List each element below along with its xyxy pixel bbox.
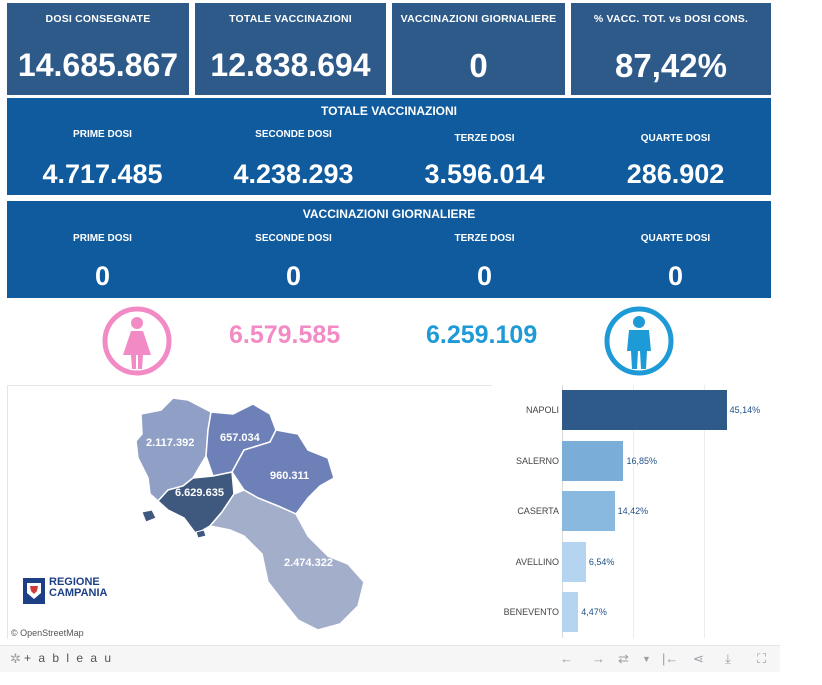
bar-category-label: BENEVENTO	[503, 607, 559, 618]
totale-vaccinazioni-panel: TOTALE VACCINAZIONI PRIME DOSI 4.717.485…	[7, 98, 771, 195]
male-icon	[604, 306, 674, 376]
cell-label: SECONDE DOSI	[255, 129, 332, 140]
kpi-value: 14.685.867	[17, 47, 179, 83]
province-bar-chart: NAPOLI 45,14% SALERNO 16,85% CASERTA 14,42% AV…	[492, 385, 770, 638]
cell-value: 4.238.293	[233, 159, 354, 189]
cell-label: PRIME DOSI	[73, 129, 132, 140]
bar-category-label: CASERTA	[517, 506, 559, 517]
province-avellino	[231, 429, 335, 515]
female-vaccinations-value: 6.579.585	[229, 321, 341, 349]
male-vaccinations-value: 6.259.109	[426, 321, 538, 349]
bar-value-label: 6,54%	[588, 556, 615, 567]
bar-value-label: 14,42%	[617, 506, 649, 517]
bar-value-label: 16,85%	[626, 455, 657, 466]
kpi-vaccinazioni-giornaliere: VACCINAZIONI GIORNALIERE 0	[392, 3, 565, 95]
revert-dropdown-icon[interactable]: ▼	[642, 654, 651, 664]
kpi-label: TOTALE VACCINAZIONI	[229, 13, 352, 25]
undo-icon[interactable]: ←	[560, 651, 573, 666]
grid-line	[633, 385, 634, 638]
cell-value: 0	[285, 261, 302, 291]
download-icon[interactable]: ⤓	[725, 651, 731, 666]
logo-line1: REGIONE	[49, 576, 100, 588]
map-label-napoli: 6.629.635	[175, 487, 224, 499]
female-icon	[102, 306, 172, 376]
cell-label: TERZE DOSI	[454, 133, 515, 144]
tableau-brand[interactable]: + a b l e a u	[24, 651, 114, 665]
bar-category-label: AVELLINO	[515, 556, 559, 567]
bar-value-label: 4,47%	[581, 607, 607, 618]
bar-row-avellino[interactable]: AVELLINO 6,54%	[492, 537, 770, 587]
map-label-avellino: 960.311	[270, 470, 309, 482]
kpi-dosi-consegnate: DOSI CONSEGNATE 14.685.867	[7, 3, 189, 95]
bar-category-label: SALERNO	[515, 455, 559, 466]
cell-value: 286.902	[626, 159, 725, 189]
bar-row-napoli[interactable]: NAPOLI 45,14%	[492, 385, 770, 435]
cell-value: 3.596.014	[424, 159, 545, 189]
province-salerno	[208, 489, 365, 631]
kpi-label: DOSI CONSEGNATE	[45, 13, 151, 25]
bar-category-label: NAPOLI	[525, 405, 559, 415]
bar-value-label: 45,14%	[729, 405, 761, 415]
logo-line2: CAMPANIA	[49, 587, 108, 599]
bar-benevento[interactable]	[562, 592, 579, 633]
osm-attribution[interactable]: © OpenStreetMap	[11, 628, 84, 638]
cell-value: 0	[476, 261, 493, 291]
cell-label: QUARTE DOSI	[640, 233, 711, 244]
regione-campania-logo: REGIONE CAMPANIA	[22, 577, 122, 607]
kpi-value: 87,42%	[615, 47, 727, 84]
island-capri	[195, 529, 207, 539]
tableau-logo-icon[interactable]: ✲	[10, 651, 21, 666]
cell-label: SECONDE DOSI	[255, 233, 332, 244]
map-label-benevento: 657.034	[220, 432, 261, 444]
reset-icon[interactable]: |←	[662, 651, 679, 666]
kpi-label: % VACC. TOT. vs DOSI CONS.	[593, 13, 749, 25]
kpi-value: 12.838.694	[210, 47, 371, 83]
logo-text: REGIONE CAMPANIA	[49, 577, 107, 599]
bar-napoli[interactable]	[562, 390, 727, 430]
bar-row-benevento[interactable]: BENEVENTO 4,47%	[492, 587, 770, 637]
bar-avellino[interactable]	[562, 541, 586, 582]
panel-title: TOTALE VACCINAZIONI	[321, 104, 457, 118]
bar-salerno[interactable]	[562, 440, 624, 481]
island-ischia	[141, 509, 157, 523]
vaccinazioni-giornaliere-panel: VACCINAZIONI GIORNALIERE PRIME DOSI 0 SE…	[7, 201, 771, 298]
map-label-salerno: 2.474.322	[284, 557, 333, 569]
bar-caserta[interactable]	[562, 491, 615, 532]
cell-value: 0	[94, 261, 111, 291]
bar-row-caserta[interactable]: CASERTA 14,42%	[492, 486, 770, 536]
kpi-label: VACCINAZIONI GIORNALIERE	[400, 13, 557, 25]
cell-label: TERZE DOSI	[454, 233, 515, 244]
revert-icon[interactable]: ⇄	[618, 651, 629, 666]
panel-title: VACCINAZIONI GIORNALIERE	[302, 207, 476, 221]
cell-value: 0	[667, 261, 684, 291]
cell-label: QUARTE DOSI	[640, 133, 711, 144]
fullscreen-icon[interactable]: ⛶	[757, 651, 767, 666]
kpi-percent-vacc: % VACC. TOT. vs DOSI CONS. 87,42%	[571, 3, 771, 95]
bar-row-salerno[interactable]: SALERNO 16,85%	[492, 436, 770, 486]
grid-line	[704, 385, 705, 638]
campania-crest-icon	[23, 578, 45, 604]
kpi-totale-vaccinazioni: TOTALE VACCINAZIONI 12.838.694	[195, 3, 386, 95]
campania-map[interactable]: 2.117.392 657.034 960.311 6.629.635 2.47…	[7, 385, 492, 639]
kpi-value: 0	[469, 47, 488, 84]
province-map-shapes[interactable]: 2.117.392 657.034 960.311 6.629.635 2.47…	[8, 386, 492, 639]
tableau-toolbar: ✲ + a b l e a u ← → ⇄ ▼ |← ⋖ ⤓ ⛶	[0, 645, 780, 672]
cell-value: 4.717.485	[42, 159, 163, 189]
redo-icon[interactable]: →	[592, 651, 605, 666]
cell-label: PRIME DOSI	[73, 233, 132, 244]
share-icon[interactable]: ⋖	[693, 651, 704, 666]
map-label-caserta: 2.117.392	[146, 437, 194, 449]
